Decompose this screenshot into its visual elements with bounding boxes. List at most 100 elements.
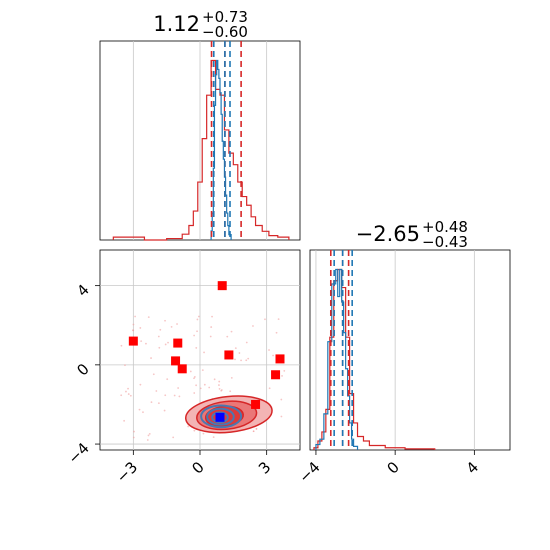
red-square-marker: [224, 350, 234, 360]
faint-sample-point: [142, 411, 144, 414]
top-histogram-panel: [99, 40, 301, 241]
faint-sample-point: [127, 387, 129, 390]
faint-sample-point: [280, 398, 283, 401]
faint-sample-point: [125, 390, 127, 393]
right-blue-histogram: [315, 268, 359, 450]
right-x-tick-label: −4: [295, 458, 323, 486]
faint-sample-point: [203, 383, 206, 386]
faint-sample-point: [210, 326, 213, 328]
right-red-histogram: [313, 268, 436, 450]
faint-sample-point: [176, 323, 178, 325]
faint-sample-point: [132, 329, 134, 332]
red-square-marker: [217, 281, 227, 291]
scatter-x-tick-label: 3: [255, 458, 274, 477]
faint-sample-point: [133, 430, 135, 433]
faint-sample-point: [132, 436, 135, 439]
faint-sample-point: [209, 335, 212, 338]
faint-sample-point: [170, 325, 173, 328]
faint-sample-point: [193, 334, 196, 337]
faint-sample-point: [230, 376, 233, 379]
faint-sample-point: [226, 335, 229, 338]
faint-sample-point: [157, 402, 160, 405]
faint-sample-point: [178, 395, 181, 398]
right-x-tick-label: 0: [383, 458, 402, 477]
faint-sample-point: [158, 346, 161, 349]
faint-sample-point: [212, 436, 215, 438]
faint-sample-point: [218, 380, 221, 383]
faint-sample-point: [280, 415, 283, 418]
faint-sample-point: [155, 390, 158, 392]
faint-sample-point: [177, 387, 180, 389]
blue-density-contour: [211, 411, 229, 424]
faint-sample-point: [145, 342, 147, 345]
faint-sample-point: [245, 359, 248, 362]
faint-sample-point: [252, 325, 254, 327]
faint-sample-point: [150, 357, 152, 359]
faint-sample-point: [139, 327, 142, 329]
faint-sample-point: [245, 341, 248, 344]
faint-sample-point: [172, 436, 175, 439]
faint-sample-point: [275, 331, 278, 334]
faint-sample-point: [203, 351, 205, 354]
right-x-tick-label: 4: [463, 458, 482, 477]
faint-sample-point: [247, 357, 250, 360]
faint-sample-point: [229, 390, 232, 393]
faint-sample-point: [213, 378, 216, 381]
faint-sample-point: [166, 378, 169, 381]
faint-sample-point: [277, 318, 280, 321]
faint-sample-point: [238, 352, 241, 354]
red-square-marker: [171, 356, 181, 366]
faint-sample-point: [240, 359, 242, 362]
faint-sample-point: [255, 427, 258, 430]
faint-sample-point: [220, 389, 223, 392]
faint-sample-point: [134, 315, 137, 318]
faint-sample-point: [197, 315, 200, 318]
faint-sample-point: [283, 369, 286, 372]
faint-sample-point: [120, 394, 123, 397]
faint-sample-point: [164, 394, 167, 397]
faint-sample-point: [147, 434, 150, 437]
faint-sample-point: [129, 394, 132, 397]
faint-sample-point: [196, 318, 199, 321]
faint-sample-point: [164, 343, 167, 346]
faint-sample-point: [189, 370, 192, 373]
faint-sample-point: [234, 358, 236, 361]
faint-sample-point: [123, 419, 126, 422]
top-blue-histogram: [210, 59, 232, 240]
faint-sample-point: [164, 319, 166, 322]
faint-sample-point: [159, 328, 162, 331]
red-square-marker: [251, 399, 261, 409]
right-title-sub: −0.43: [422, 233, 468, 251]
blue-density-contour: [206, 407, 235, 426]
faint-sample-point: [202, 432, 205, 435]
faint-sample-point: [120, 344, 123, 347]
faint-sample-point: [132, 323, 135, 326]
faint-sample-point: [152, 373, 155, 376]
red-square-marker: [128, 336, 138, 346]
faint-sample-point: [268, 387, 271, 390]
faint-sample-point: [140, 340, 143, 343]
faint-sample-point: [157, 335, 160, 338]
faint-sample-point: [147, 316, 150, 319]
faint-sample-point: [211, 315, 213, 318]
scatter-y-tick-label: 0: [73, 360, 92, 379]
faint-sample-point: [218, 387, 221, 390]
right-title-main: −2.65: [356, 222, 420, 246]
scatter-x-tick-label: 0: [188, 458, 207, 477]
scatter-x-tick-label: −3: [113, 458, 141, 486]
faint-sample-point: [196, 330, 198, 333]
scatter-panel: −3 0 3 −4 0 4: [64, 249, 301, 486]
faint-sample-point: [187, 425, 190, 428]
faint-sample-point: [150, 401, 153, 404]
blue-density-contour: [200, 404, 243, 429]
faint-sample-point: [272, 354, 274, 357]
faint-sample-point: [193, 392, 196, 394]
red-square-marker: [177, 364, 187, 374]
faint-sample-point: [264, 318, 266, 321]
faint-sample-point: [218, 384, 220, 386]
top-title-main: 1.12: [153, 12, 200, 36]
faint-sample-point: [124, 364, 126, 367]
red-square-marker: [271, 370, 281, 380]
faint-sample-point: [193, 377, 195, 380]
